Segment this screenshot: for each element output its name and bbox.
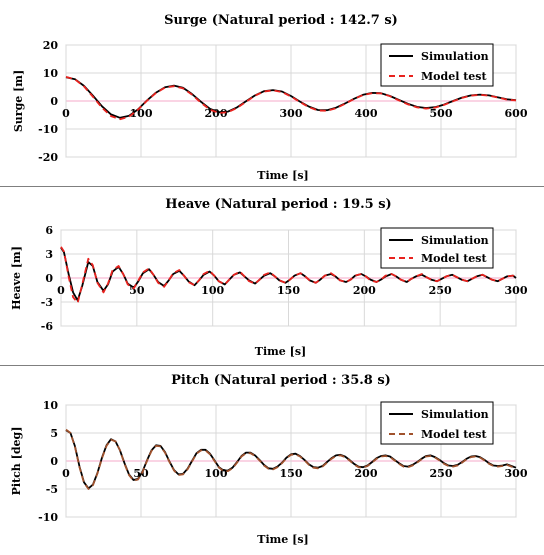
legend-entry: Simulation xyxy=(421,50,489,63)
legend-entry: Model test xyxy=(421,252,487,265)
x-axis-label: Time [s] xyxy=(257,533,308,546)
pitch-chart: Pitch (Natural period : 35.8 s) -10 -5 0 5 10… xyxy=(10,373,528,546)
x-axis-label: Time [s] xyxy=(255,345,306,358)
y-tick-label: -5 xyxy=(46,483,58,496)
x-tick-label: 500 xyxy=(430,107,453,120)
legend-box xyxy=(380,401,494,445)
legend-entry: Model test xyxy=(421,428,487,441)
chart-title: Surge (Natural period : 142.7 s) xyxy=(164,13,398,28)
x-tick-label: 0 xyxy=(57,284,65,297)
y-tick-label: 10 xyxy=(43,399,59,412)
y-axis-label: Pitch [deg] xyxy=(10,427,23,496)
chart-title: Pitch (Natural period : 35.8 s) xyxy=(171,373,391,388)
x-tick-label: 300 xyxy=(505,284,528,297)
chart-title: Heave (Natural period : 19.5 s) xyxy=(165,197,391,212)
series-line-model-test xyxy=(65,76,517,121)
x-tick-label: 300 xyxy=(280,107,303,120)
x-tick-label: 250 xyxy=(430,467,453,480)
x-tick-label: 100 xyxy=(201,284,224,297)
legend-entry: Simulation xyxy=(421,408,489,421)
x-tick-label: 400 xyxy=(355,107,378,120)
panel-divider xyxy=(0,186,544,187)
x-tick-label: 200 xyxy=(353,284,376,297)
legend-entry: Model test xyxy=(421,70,487,83)
x-tick-label: 200 xyxy=(355,467,378,480)
x-tick-label: 100 xyxy=(205,467,228,480)
y-tick-label: -10 xyxy=(38,123,58,136)
pitch-chart-panel: Pitch (Natural period : 35.8 s) -10 -5 0 5 10… xyxy=(0,366,544,550)
x-tick-label: 0 xyxy=(62,467,70,480)
x-tick-label: 0 xyxy=(62,107,70,120)
y-tick-label: 0 xyxy=(50,455,58,468)
legend-entry: Simulation xyxy=(421,234,489,247)
x-axis-label: Time [s] xyxy=(257,169,308,182)
y-tick-label: 0 xyxy=(50,95,58,108)
panel-divider xyxy=(0,365,544,366)
x-tick-label: 200 xyxy=(205,107,228,120)
y-tick-label: -10 xyxy=(38,511,58,524)
y-tick-label: 6 xyxy=(45,224,53,237)
y-tick-label: 0 xyxy=(45,272,53,285)
y-tick-label: 5 xyxy=(50,427,58,440)
heave-chart-panel: Heave (Natural period : 19.5 s) -6 -3 0 3 6 0 5… xyxy=(0,187,544,365)
y-tick-label: 3 xyxy=(45,248,53,261)
x-tick-label: 600 xyxy=(505,107,528,120)
y-tick-label: 10 xyxy=(43,67,59,80)
surge-chart-panel: Surge (Natural period : 142.7 s) -20 -10 0 1… xyxy=(0,0,544,186)
legend-box xyxy=(380,227,494,269)
x-tick-label: 300 xyxy=(505,467,528,480)
y-tick-label: -20 xyxy=(38,151,58,164)
series-line-model-test xyxy=(65,428,517,490)
x-tick-label: 250 xyxy=(429,284,452,297)
series-line-model-test xyxy=(60,246,517,304)
y-tick-label: 20 xyxy=(43,39,59,52)
x-tick-label: 150 xyxy=(277,284,300,297)
y-axis-label: Heave [m] xyxy=(10,246,23,310)
y-tick-label: -3 xyxy=(41,296,53,309)
x-tick-label: 150 xyxy=(280,467,303,480)
y-tick-label: -6 xyxy=(41,320,54,333)
legend-box xyxy=(380,43,494,87)
y-axis-label: Surge [m] xyxy=(12,70,25,132)
surge-chart: Surge (Natural period : 142.7 s) -20 -10 0 1… xyxy=(12,13,528,182)
